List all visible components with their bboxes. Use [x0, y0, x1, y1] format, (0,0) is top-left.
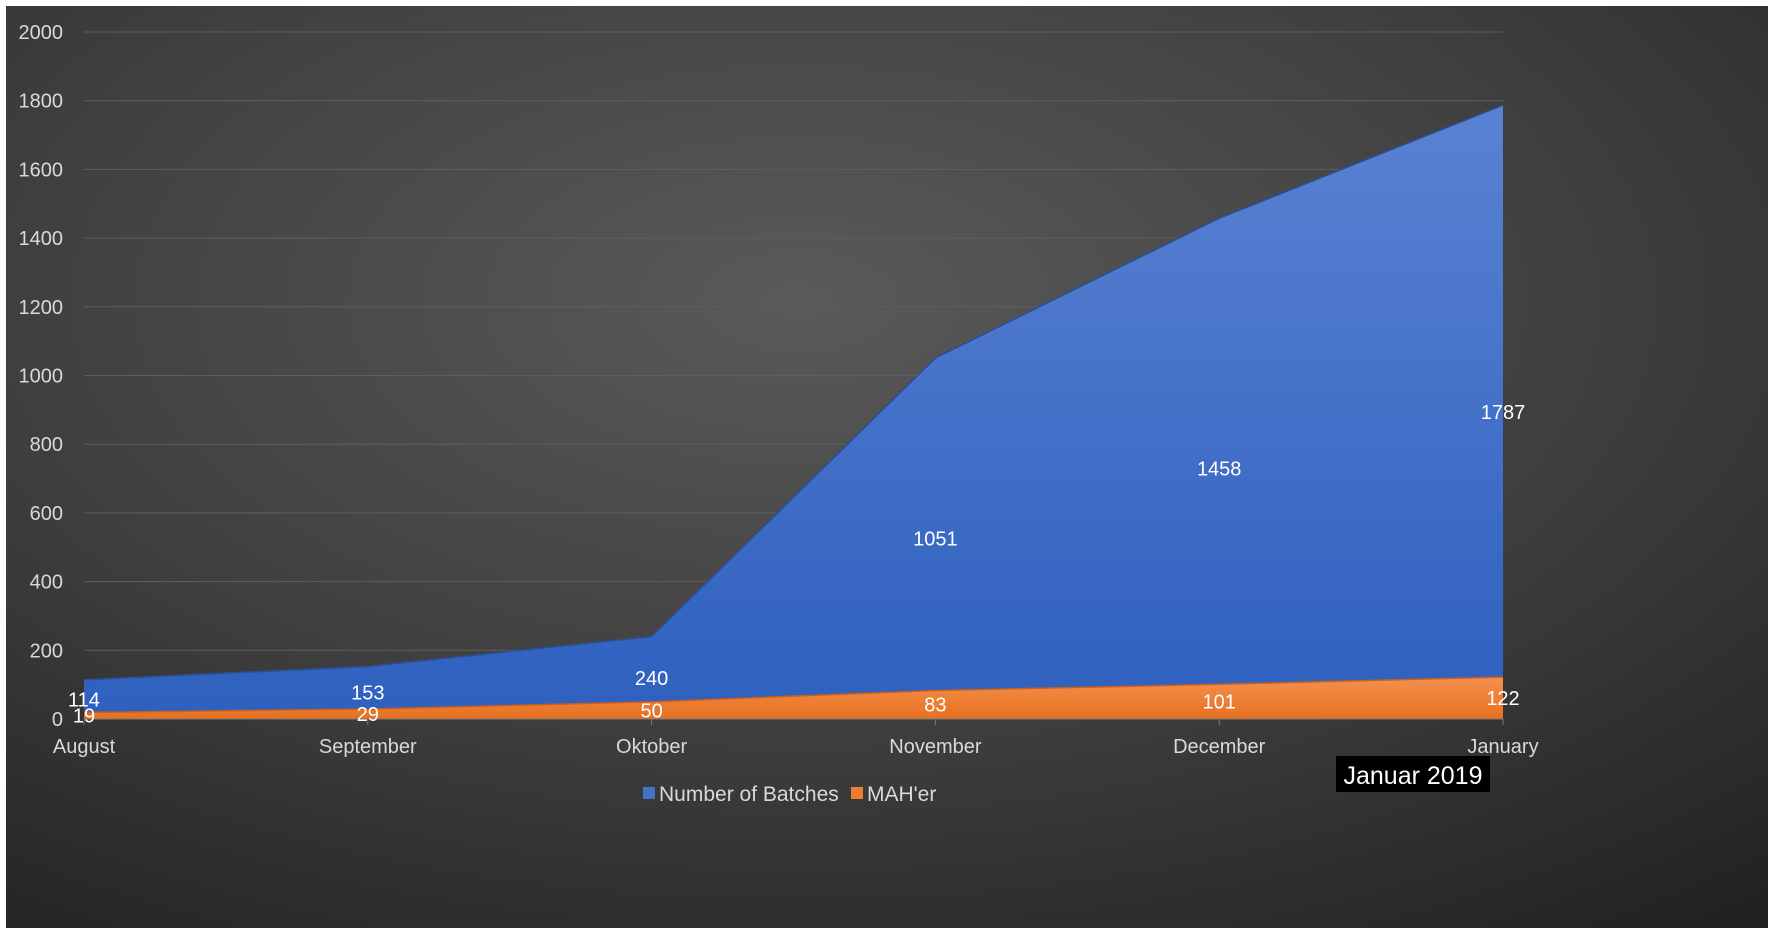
- x-tick-label: September: [319, 736, 417, 758]
- data-label-mah-er: 19: [73, 706, 95, 728]
- area-chart: 0 200 400 600 800 1000 1200 1400 1600 1800 2000 Aug…: [6, 6, 1768, 928]
- y-tick-label: 1400: [19, 228, 64, 250]
- x-tick-label: December: [1173, 736, 1266, 758]
- y-tick-label: 0: [52, 709, 63, 731]
- x-tick-label: Oktober: [616, 736, 687, 758]
- y-tick-label: 800: [30, 434, 63, 456]
- legend-swatch: [851, 787, 863, 799]
- annotation-label: Januar 2019: [1343, 762, 1482, 790]
- annotation: Januar 2019: [1336, 756, 1490, 792]
- y-tick-label: 1000: [19, 366, 64, 388]
- y-tick-label: 2000: [19, 22, 64, 44]
- y-tick-label: 1600: [19, 159, 64, 181]
- x-tick-label: August: [53, 736, 116, 758]
- y-tick-label: 400: [30, 572, 63, 594]
- axes: 0 200 400 600 800 1000 1200 1400 1600 1800 2000 Aug…: [19, 22, 1539, 758]
- legend: Number of Batches MAH'er: [643, 783, 936, 806]
- data-label-number-of-batches: 1051: [913, 528, 958, 550]
- data-label-number-of-batches: 1787: [1481, 402, 1526, 424]
- area-series-mah-er: [84, 677, 1503, 719]
- x-tick-label: January: [1467, 736, 1538, 758]
- series-areas: [83, 104, 1504, 719]
- legend-label: MAH'er: [867, 783, 936, 806]
- y-tick-label: 200: [30, 640, 63, 662]
- chart-frame: 0 200 400 600 800 1000 1200 1400 1600 1800 2000 Aug…: [6, 6, 1768, 928]
- x-tick-label: November: [889, 736, 982, 758]
- area-outline: [83, 676, 1504, 714]
- y-tick-label: 1200: [19, 297, 64, 319]
- data-label-number-of-batches: 1458: [1197, 459, 1242, 481]
- legend-label: Number of Batches: [659, 783, 839, 806]
- data-label-number-of-batches: 153: [351, 683, 384, 705]
- legend-swatch: [643, 787, 655, 799]
- data-label-number-of-batches: 114: [68, 689, 100, 711]
- data-label-number-of-batches: 240: [635, 668, 668, 690]
- y-tick-label: 600: [30, 503, 63, 525]
- data-label-mah-er: 83: [924, 695, 946, 717]
- data-label-mah-er: 29: [357, 704, 379, 726]
- data-labels: 114 153 240 1051 1458 1787 19 29 50 83 101 122: [68, 402, 1525, 728]
- data-label-mah-er: 122: [1486, 688, 1519, 710]
- y-tick-label: 1800: [19, 91, 64, 113]
- data-label-mah-er: 101: [1203, 692, 1236, 714]
- area-series-number-of-batches: [84, 105, 1503, 719]
- area-outline: [83, 104, 1504, 681]
- annotation-box: [1336, 756, 1490, 792]
- data-label-mah-er: 50: [640, 700, 662, 722]
